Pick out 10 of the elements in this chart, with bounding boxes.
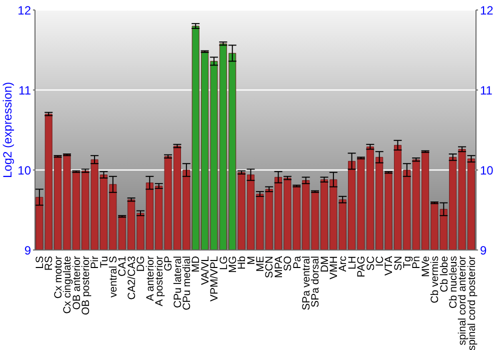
y-tick-label: 11 xyxy=(18,83,32,98)
y-tick-label: 9 xyxy=(24,243,32,258)
y-axis-title: Log2 (expression) xyxy=(0,82,14,178)
x-tick-label: GP xyxy=(162,256,175,272)
y2-tick-label: 12 xyxy=(480,3,494,18)
y2-tick-label: 9 xyxy=(480,243,487,258)
y-tick-label: 10 xyxy=(18,163,32,178)
y-tick-label: 12 xyxy=(18,3,32,18)
y2-tick-label: 10 xyxy=(480,163,494,178)
y2-tick-label: 11 xyxy=(480,83,493,98)
